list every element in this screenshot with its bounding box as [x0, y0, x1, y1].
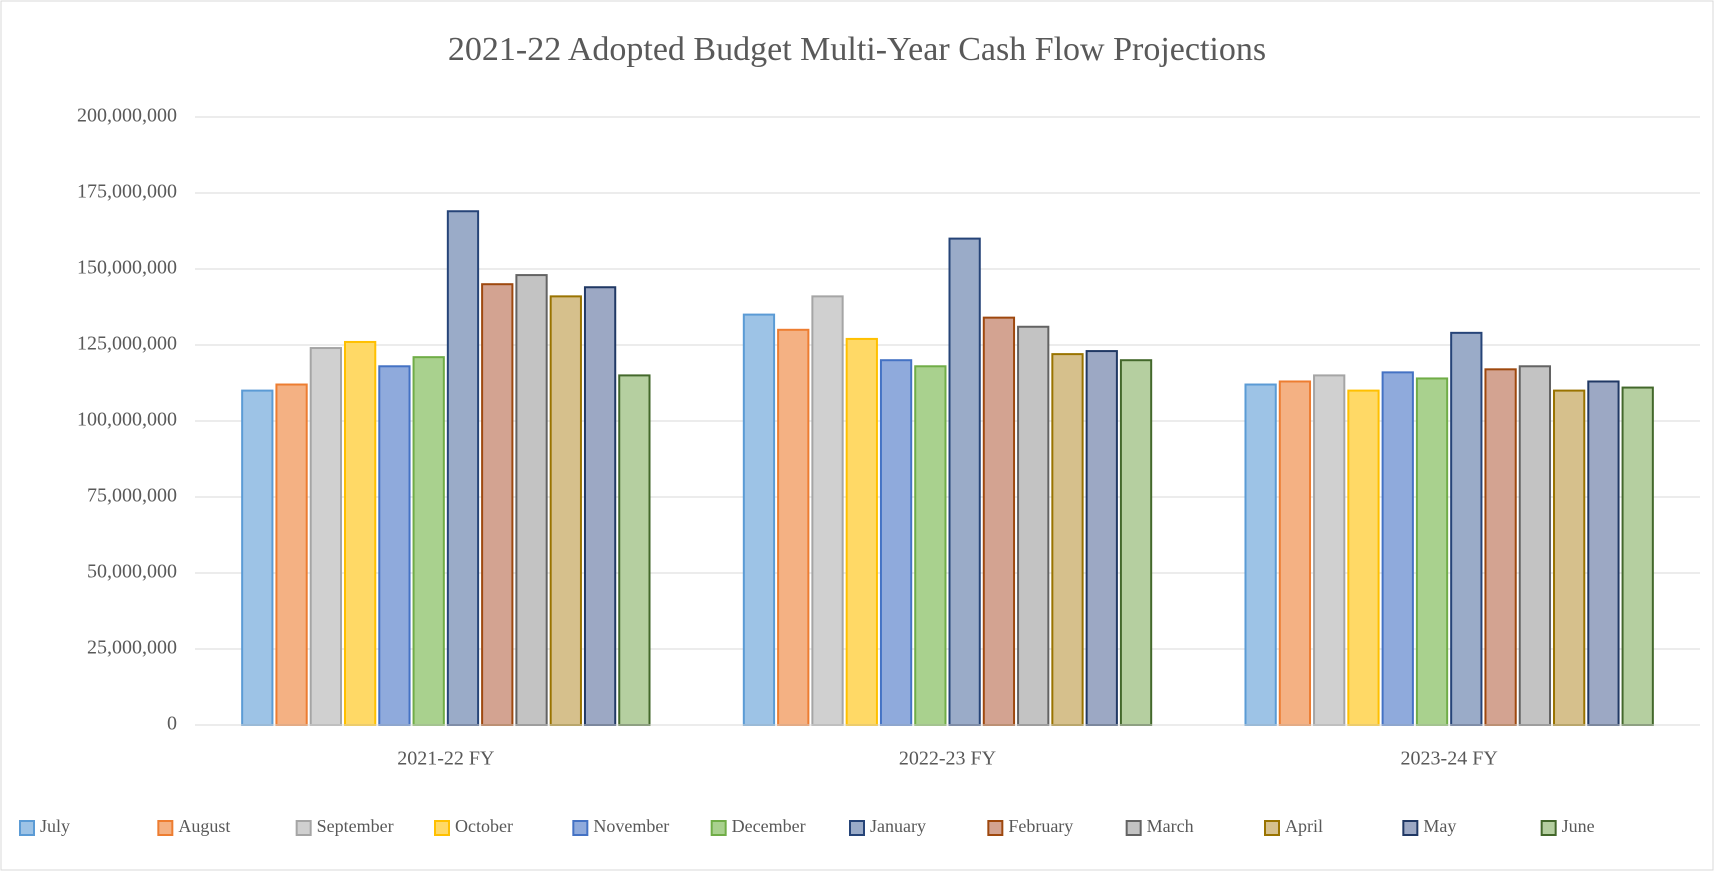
bar — [881, 360, 911, 725]
bar — [585, 287, 615, 725]
y-tick-label: 50,000,000 — [87, 561, 177, 583]
bar — [1520, 366, 1550, 725]
bar — [242, 391, 272, 725]
legend-label: February — [1008, 816, 1073, 836]
bar — [1554, 391, 1584, 725]
legend-label: July — [40, 816, 70, 836]
legend-swatch — [20, 821, 34, 835]
bar — [1280, 381, 1310, 725]
legend-label: April — [1285, 816, 1323, 836]
bar — [812, 296, 842, 725]
y-tick-label: 0 — [167, 713, 177, 735]
bar — [1623, 388, 1653, 725]
y-tick-label: 100,000,000 — [77, 409, 177, 431]
bar — [379, 366, 409, 725]
bar — [516, 275, 546, 725]
chart-title: 2021-22 Adopted Budget Multi-Year Cash F… — [448, 31, 1266, 68]
y-tick-label: 125,000,000 — [77, 333, 177, 355]
y-tick-label: 75,000,000 — [87, 485, 177, 507]
bar — [778, 330, 808, 725]
y-tick-label: 175,000,000 — [77, 181, 177, 203]
bar — [847, 339, 877, 725]
legend-swatch — [988, 821, 1002, 835]
bar — [482, 284, 512, 725]
bar — [345, 342, 375, 725]
bar — [1052, 354, 1082, 725]
legend-label: September — [317, 816, 394, 836]
bar — [1588, 381, 1618, 725]
bar — [619, 375, 649, 725]
legend-swatch — [1127, 821, 1141, 835]
bar — [276, 385, 306, 725]
bar — [448, 211, 478, 725]
x-tick-label: 2023-24 FY — [1401, 748, 1498, 770]
legend-swatch — [850, 821, 864, 835]
legend-label: August — [178, 816, 230, 836]
bar — [1348, 391, 1378, 725]
bar — [311, 348, 341, 725]
bar — [1121, 360, 1151, 725]
chart: 2021-22 Adopted Budget Multi-Year Cash F… — [0, 0, 1714, 871]
bar — [1417, 378, 1447, 725]
legend-swatch — [712, 821, 726, 835]
legend-swatch — [297, 821, 311, 835]
bar — [744, 315, 774, 725]
bar — [551, 296, 581, 725]
legend-label: May — [1423, 816, 1456, 836]
bar — [950, 239, 980, 725]
y-tick-label: 25,000,000 — [87, 637, 177, 659]
bar — [1245, 385, 1275, 725]
bar — [1087, 351, 1117, 725]
legend-swatch — [573, 821, 587, 835]
x-tick-label: 2022-23 FY — [899, 748, 996, 770]
y-tick-label: 150,000,000 — [77, 257, 177, 279]
legend-swatch — [1403, 821, 1417, 835]
legend-label: November — [593, 816, 669, 836]
x-tick-label: 2021-22 FY — [397, 748, 494, 770]
y-tick-label: 200,000,000 — [77, 105, 177, 127]
bar — [1485, 369, 1515, 725]
legend-label: June — [1562, 816, 1595, 836]
bar — [1018, 327, 1048, 725]
legend-swatch — [158, 821, 172, 835]
legend-swatch — [1265, 821, 1279, 835]
legend-label: December — [732, 816, 806, 836]
bar — [984, 318, 1014, 725]
legend-swatch — [1542, 821, 1556, 835]
bar — [1451, 333, 1481, 725]
legend-label: October — [455, 816, 513, 836]
bar — [915, 366, 945, 725]
legend-label: March — [1147, 816, 1194, 836]
legend-label: January — [870, 816, 926, 836]
bar — [414, 357, 444, 725]
bar — [1383, 372, 1413, 725]
bar — [1314, 375, 1344, 725]
legend-swatch — [435, 821, 449, 835]
